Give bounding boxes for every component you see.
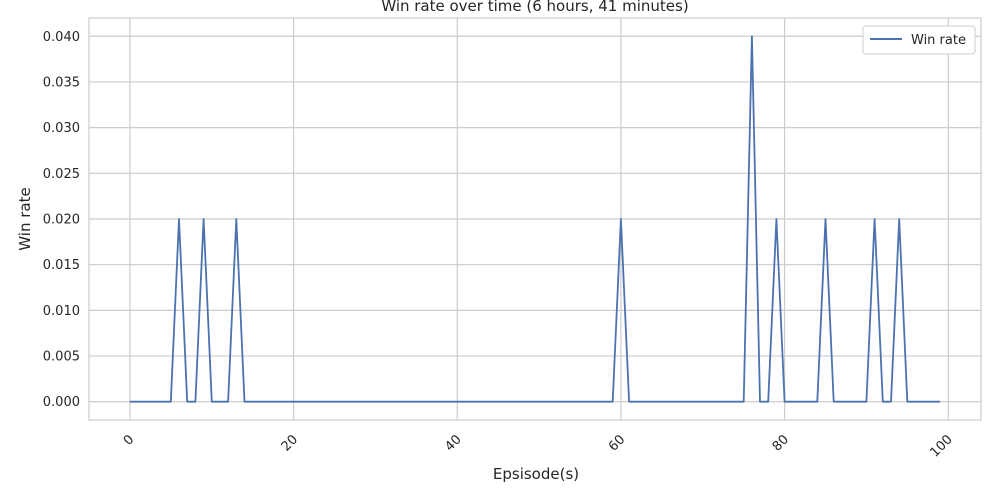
x-tick-label: 0 <box>121 432 137 448</box>
y-tick-label: 0.010 <box>43 304 80 319</box>
x-axis-ticks: 0 20 40 60 80 100 <box>121 432 956 460</box>
x-tick-label: 40 <box>442 432 464 454</box>
y-axis-label: Win rate <box>16 187 34 250</box>
y-tick-label: 0.005 <box>43 350 80 365</box>
legend: Win rate <box>862 25 976 55</box>
legend-box <box>862 25 976 55</box>
y-tick-label: 0.025 <box>43 167 80 182</box>
x-tick-label: 100 <box>928 432 956 460</box>
y-tick-label: 0.030 <box>43 121 80 136</box>
y-tick-label: 0.040 <box>43 30 80 45</box>
y-axis-ticks: 0.000 0.005 0.010 0.015 0.020 0.025 0.030 0.035… <box>43 30 80 410</box>
x-axis-label: Epsisode(s) <box>493 465 579 483</box>
series-line-layer <box>129 35 941 403</box>
legend-entry-win-rate: Win rate <box>911 33 966 48</box>
y-tick-label: 0.035 <box>43 75 80 90</box>
x-tick-label: 20 <box>279 432 301 454</box>
chart-title: Win rate over time (6 hours, 41 minutes) <box>381 0 688 15</box>
x-tick-label: 60 <box>606 432 628 454</box>
series-line-win-rate <box>129 35 941 403</box>
y-tick-label: 0.015 <box>43 258 80 273</box>
y-tick-label: 0.020 <box>43 213 80 228</box>
grid <box>89 18 981 420</box>
y-tick-label: 0.000 <box>43 395 80 410</box>
x-tick-label: 80 <box>770 432 792 454</box>
